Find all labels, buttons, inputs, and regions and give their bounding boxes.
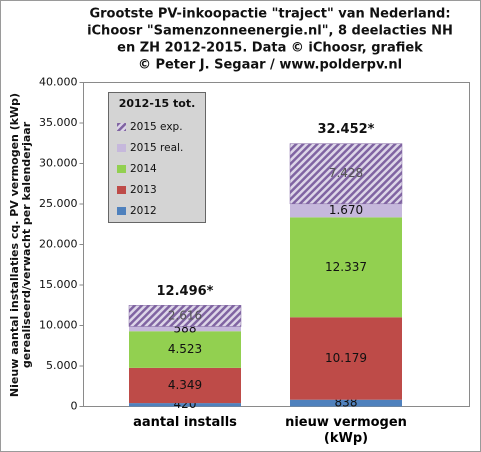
bar-segment (129, 403, 241, 407)
y-axis-label: gerealiseerd/verwacht per kalenderjaar (20, 121, 33, 368)
x-tick-label: aantal installs (133, 415, 237, 430)
y-tick-label: 25.000 (39, 197, 78, 210)
value-label: 10.179 (325, 351, 367, 365)
bar-segment (128, 305, 242, 327)
y-tick-label: 35.000 (39, 116, 78, 129)
value-label: 4.349 (168, 378, 202, 392)
y-tick-label: 20.000 (39, 238, 78, 251)
value-label: 7.428 (329, 166, 363, 180)
y-tick-label: 15.000 (39, 278, 78, 291)
bar-segment (290, 399, 402, 407)
bar-segment (290, 317, 402, 400)
legend-swatch (117, 207, 126, 215)
legend-swatch (117, 144, 126, 152)
legend-box (108, 92, 206, 223)
legend-label: 2015 exp. (130, 121, 183, 133)
total-label: 12.496* (157, 284, 214, 299)
bar-segment (289, 143, 403, 205)
bar-segment (129, 326, 241, 332)
value-label: 4.523 (168, 342, 202, 356)
chart-title: Grootste PV-inkoopactie "traject" van Ne… (89, 7, 450, 22)
value-label: 1.670 (329, 203, 363, 217)
value-label: 2.616 (168, 308, 202, 322)
x-tick-label: nieuw vermogen (kWp) (285, 415, 407, 446)
legend-swatch (117, 186, 126, 194)
legend-label: 2015 real. (130, 142, 183, 154)
y-tick-label: 30.000 (39, 157, 78, 170)
legend-label: 2013 (130, 184, 157, 196)
bar-segment (129, 331, 241, 368)
chart-title: iChoosr "Samenzonneenergie.nl", 8 deelac… (87, 24, 453, 39)
bar-segment (290, 217, 402, 318)
legend-swatch (117, 165, 126, 173)
value-label: 12.337 (325, 260, 367, 274)
y-tick-label: 10.000 (39, 319, 78, 332)
legend-label: 2012 (130, 205, 157, 217)
bar-segment (290, 203, 402, 218)
total-label: 32.452* (318, 122, 375, 137)
chart-title: © Peter J. Segaar / www.polderpv.nl (138, 58, 402, 73)
bar-segment (129, 367, 241, 404)
legend-label: 2014 (130, 163, 157, 175)
chart-title: en ZH 2012-2015. Data © iChoosr, grafiek (117, 41, 423, 56)
y-tick-label: 0 (71, 400, 78, 413)
y-tick-label: 40.000 (39, 76, 78, 89)
y-axis-label: Nieuw aantal installaties cq. PV vermoge… (8, 93, 21, 397)
y-tick-label: 5.000 (46, 359, 78, 372)
legend-swatch (117, 123, 126, 131)
legend-title: 2012-15 tot. (119, 97, 196, 110)
